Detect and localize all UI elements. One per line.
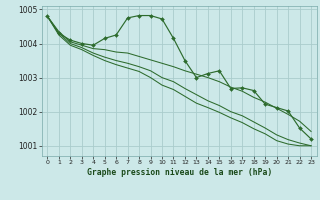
X-axis label: Graphe pression niveau de la mer (hPa): Graphe pression niveau de la mer (hPa) [87, 168, 272, 177]
